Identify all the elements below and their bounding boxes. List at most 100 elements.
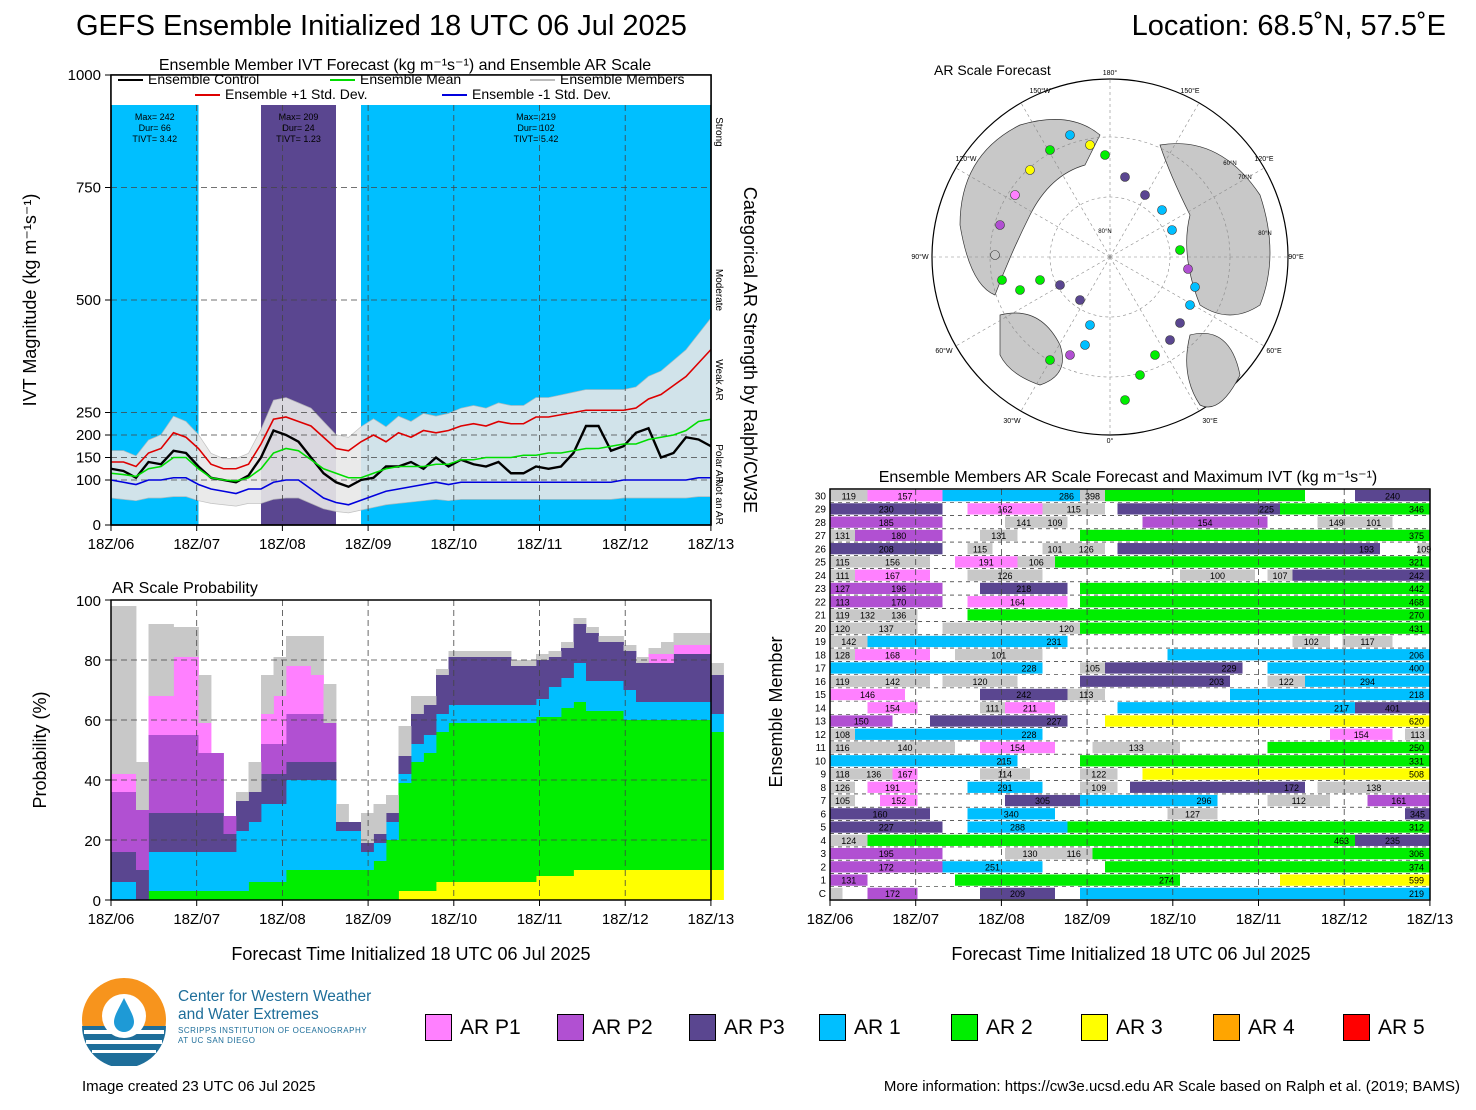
member-label: 18 (815, 650, 827, 661)
prob-bar-ar_1 (111, 882, 124, 900)
member-segment (867, 781, 918, 793)
member-segment (867, 635, 1068, 648)
member-label: 8 (820, 783, 826, 794)
ar-band-annotation: TIVT= 1.23 (276, 134, 321, 144)
member-max-ivt: 116 (835, 743, 849, 753)
member-segment (830, 861, 943, 873)
prob-bar-ar_1 (311, 780, 324, 870)
member-segment (855, 609, 880, 621)
member-max-ivt: 126 (997, 571, 1012, 581)
ivt-y-tick-label: 0 (93, 517, 101, 534)
member-label: 24 (815, 571, 827, 582)
member-max-ivt: 219 (1409, 889, 1424, 899)
map-forecast-point (1140, 190, 1150, 200)
prob-bar-ar_3 (698, 870, 712, 900)
member-max-ivt: 109 (1416, 544, 1431, 554)
ar-band-annotation: TIVT= 3.42 (132, 134, 177, 144)
prob-bar-ar_3 (473, 882, 487, 900)
member-segment (830, 688, 905, 701)
prob-bar-ar_2 (436, 732, 449, 882)
prob-bar-ar_1 (436, 714, 449, 732)
member-max-ivt: 113 (835, 597, 849, 607)
map-lon-label: 0° (1107, 437, 1114, 445)
legend-label: AR 2 (986, 1015, 1033, 1039)
prob-bar-ar_p3 (373, 834, 387, 843)
member-max-ivt: 162 (997, 505, 1012, 515)
prob-bar-ar_p1 (198, 723, 212, 753)
prob-bar-ar_p3 (423, 705, 437, 735)
member-max-ivt: 154 (885, 703, 900, 713)
member-segment (1067, 821, 1430, 833)
member-max-ivt: 235 (1385, 836, 1400, 846)
legend-item-ar_5: AR 5 (1343, 1014, 1425, 1041)
legend-item-ar_3: AR 3 (1081, 1014, 1163, 1041)
member-max-ivt: 137 (879, 624, 894, 634)
legend-swatch (819, 1014, 846, 1041)
member-segment (1355, 516, 1393, 528)
map-land (1186, 333, 1241, 408)
prob-bar-ar_3 (623, 870, 637, 900)
map-lat-label: 80°N (1258, 231, 1271, 237)
member-max-ivt: 463 (1334, 836, 1349, 846)
prob-bar-not_ar (261, 675, 274, 714)
ar-band-annotation: Max= 209 (279, 112, 319, 122)
prob-bar-ar_3 (598, 870, 612, 900)
prob-bar-ar_p3 (323, 762, 337, 780)
member-max-ivt: 211 (1023, 703, 1037, 713)
prob-bar-ar_2 (261, 882, 274, 900)
prob-bar-ar_3 (548, 876, 562, 900)
prob-bar-ar_3 (498, 882, 512, 900)
legend-item-ar_p3: AR P3 (689, 1014, 785, 1041)
prob-bar-ar_1 (473, 705, 487, 723)
prob-bar-ar_p3 (611, 642, 624, 681)
prob-bar-ar_p1 (111, 774, 124, 792)
heatmap-y-axis-label: Ensemble Member (766, 636, 786, 787)
member-max-ivt: 154 (1354, 730, 1369, 740)
prob-bar-ar_1 (423, 735, 437, 753)
member-max-ivt: 401 (1385, 703, 1400, 713)
ivt-y-tick-label: 200 (76, 427, 101, 444)
prob-bar-not_ar (323, 684, 337, 723)
prob-bar-ar_2 (161, 891, 174, 900)
member-segment (830, 662, 1043, 674)
prob-bar-not_ar (698, 633, 712, 645)
prob-bar-ar_p2 (211, 753, 224, 813)
prob-bar-ar_3 (423, 891, 437, 900)
prob-bar-not_ar (111, 606, 124, 774)
prob-bar-not_ar (623, 645, 637, 651)
member-segment (867, 887, 918, 899)
member-max-ivt: 113 (1410, 730, 1424, 740)
member-max-ivt: 113 (1079, 690, 1093, 700)
member-label: 21 (815, 611, 827, 622)
member-segment (830, 834, 868, 846)
member-segment (1267, 675, 1305, 687)
member-segment (942, 622, 1080, 634)
prob-bar-ar_2 (636, 720, 649, 870)
map-lon-label: 120°E (1254, 155, 1273, 163)
prob-bar-ar_1 (323, 780, 337, 870)
prob-y-tick-label: 80 (84, 653, 101, 670)
prob-bar-not_ar (398, 726, 412, 756)
prob-bar-ar_p2 (148, 735, 162, 813)
member-max-ivt: 109 (1047, 518, 1062, 528)
prob-bar-ar_1 (336, 831, 349, 870)
member-segment (930, 715, 1068, 727)
prob-bar-ar_p1 (148, 696, 162, 735)
prob-bar-ar_p3 (511, 666, 524, 705)
map-forecast-point (1150, 350, 1160, 360)
member-max-ivt: 160 (872, 809, 887, 819)
member-segment (1367, 794, 1430, 807)
member-max-ivt: 131 (841, 876, 856, 886)
member-label: 12 (815, 730, 827, 741)
member-max-ivt: 109 (1091, 783, 1106, 793)
member-max-ivt: 170 (891, 597, 906, 607)
prob-bar-ar_2 (561, 708, 574, 876)
member-max-ivt: 116 (1067, 849, 1081, 859)
prob-bar-ar_p1 (161, 696, 174, 735)
logo-line3: SCRIPPS INSTITUTION OF OCEANOGRAPHY (178, 1026, 368, 1035)
prob-bar-ar_1 (123, 882, 137, 900)
prob-bar-ar_1 (386, 822, 399, 840)
ivt-category-label: Strong (713, 117, 724, 146)
probability-x-axis-label: Forecast Time Initialized 18 UTC 06 Jul … (231, 944, 590, 964)
member-segment (1080, 755, 1430, 767)
